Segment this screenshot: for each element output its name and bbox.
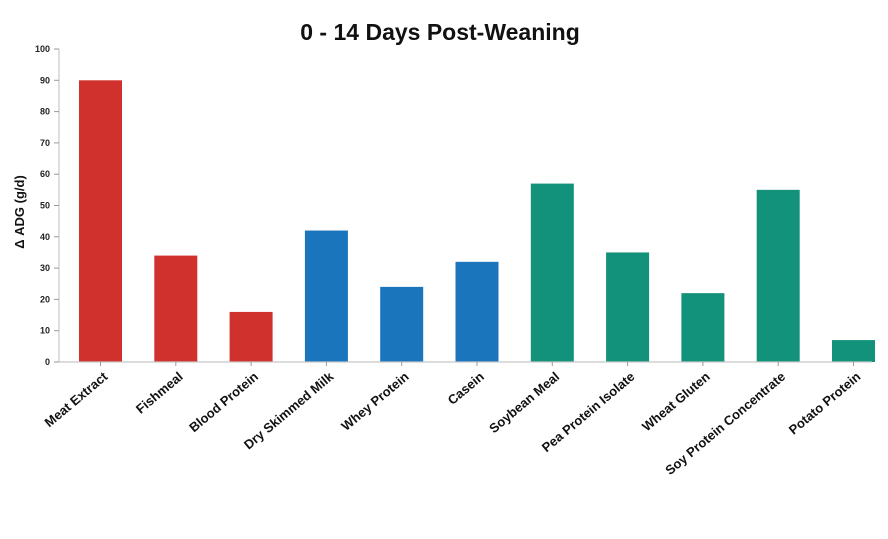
- bars: [79, 80, 875, 363]
- x-tick-label: Soybean Meal: [486, 369, 562, 436]
- x-tick-label: Potato Protein: [786, 369, 864, 438]
- y-tick-label: 60: [40, 169, 50, 179]
- y-axis: 0 10 20 30 40 50 60 70 80 90 100: [35, 44, 60, 367]
- bar: [530, 183, 574, 362]
- y-tick-label: 100: [35, 44, 50, 54]
- y-tick-label: 30: [40, 263, 50, 273]
- bar: [229, 311, 273, 362]
- x-tick-label: Casein: [445, 369, 487, 408]
- x-tick-label: Blood Protein: [186, 369, 261, 435]
- bar: [756, 189, 800, 362]
- y-tick-label: 70: [40, 138, 50, 148]
- bar: [455, 261, 499, 362]
- y-tick-label: 10: [40, 326, 50, 336]
- x-tick-label: Soy Protein Concentrate: [662, 369, 788, 478]
- bar: [832, 340, 875, 362]
- y-tick-label: 0: [45, 357, 50, 367]
- x-tick-label: Wheat Gluten: [639, 369, 713, 434]
- y-tick-label: 50: [40, 201, 50, 211]
- y-tick-label: 40: [40, 232, 50, 242]
- chart-title: 0 - 14 Days Post-Weaning: [300, 19, 580, 45]
- x-tick-label: Whey Protein: [338, 369, 411, 434]
- bar: [79, 80, 122, 363]
- bar: [154, 255, 198, 362]
- bar: [606, 252, 650, 362]
- y-tick-label: 20: [40, 294, 50, 304]
- y-axis-label: Δ ADG (g/d): [12, 175, 27, 249]
- x-tick-label: Fishmeal: [133, 369, 186, 417]
- y-tick-label: 90: [40, 75, 50, 85]
- bar: [681, 293, 725, 362]
- x-tick-label: Meat Extract: [42, 368, 111, 430]
- y-tick-label: 80: [40, 107, 50, 117]
- bar: [380, 286, 424, 362]
- bar: [304, 230, 348, 362]
